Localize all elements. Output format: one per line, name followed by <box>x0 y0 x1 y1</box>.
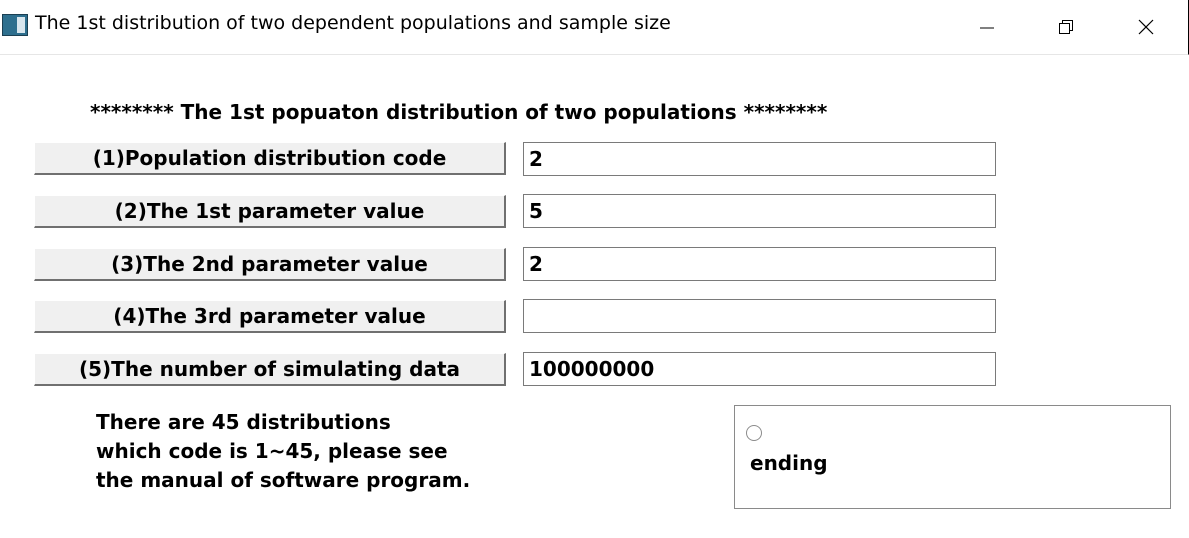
app-window-icon <box>2 14 28 36</box>
ending-radio[interactable] <box>746 425 762 441</box>
title-bar: The 1st distribution of two dependent po… <box>0 0 1189 55</box>
info-line: the manual of software program. <box>96 468 471 492</box>
info-note: There are 45 distributions which code is… <box>96 408 470 495</box>
third-parameter-button[interactable]: (4)The 3rd parameter value <box>34 300 506 333</box>
restore-icon <box>1059 20 1073 34</box>
first-parameter-input[interactable] <box>523 194 996 228</box>
ending-label[interactable]: ending <box>750 451 828 475</box>
close-button[interactable] <box>1116 0 1176 54</box>
population-code-input[interactable] <box>523 142 996 176</box>
window-title: The 1st distribution of two dependent po… <box>35 12 671 34</box>
info-line: There are 45 distributions <box>96 410 391 434</box>
simulating-data-button[interactable]: (5)The number of simulating data <box>34 353 506 386</box>
simulating-data-input[interactable] <box>523 352 996 386</box>
population-code-button[interactable]: (1)Population distribution code <box>34 142 506 175</box>
second-parameter-button[interactable]: (3)The 2nd parameter value <box>34 248 506 281</box>
maximize-button[interactable] <box>1036 0 1096 54</box>
info-line: which code is 1~45, please see <box>96 439 448 463</box>
ending-option-box: ending <box>734 405 1171 509</box>
minimize-icon <box>980 27 994 29</box>
second-parameter-input[interactable] <box>523 247 996 281</box>
section-heading: ******** The 1st popuaton distribution o… <box>90 100 828 124</box>
third-parameter-input[interactable] <box>523 299 996 333</box>
first-parameter-button[interactable]: (2)The 1st parameter value <box>34 195 506 228</box>
close-icon <box>1138 19 1154 35</box>
minimize-button[interactable] <box>957 0 1017 54</box>
